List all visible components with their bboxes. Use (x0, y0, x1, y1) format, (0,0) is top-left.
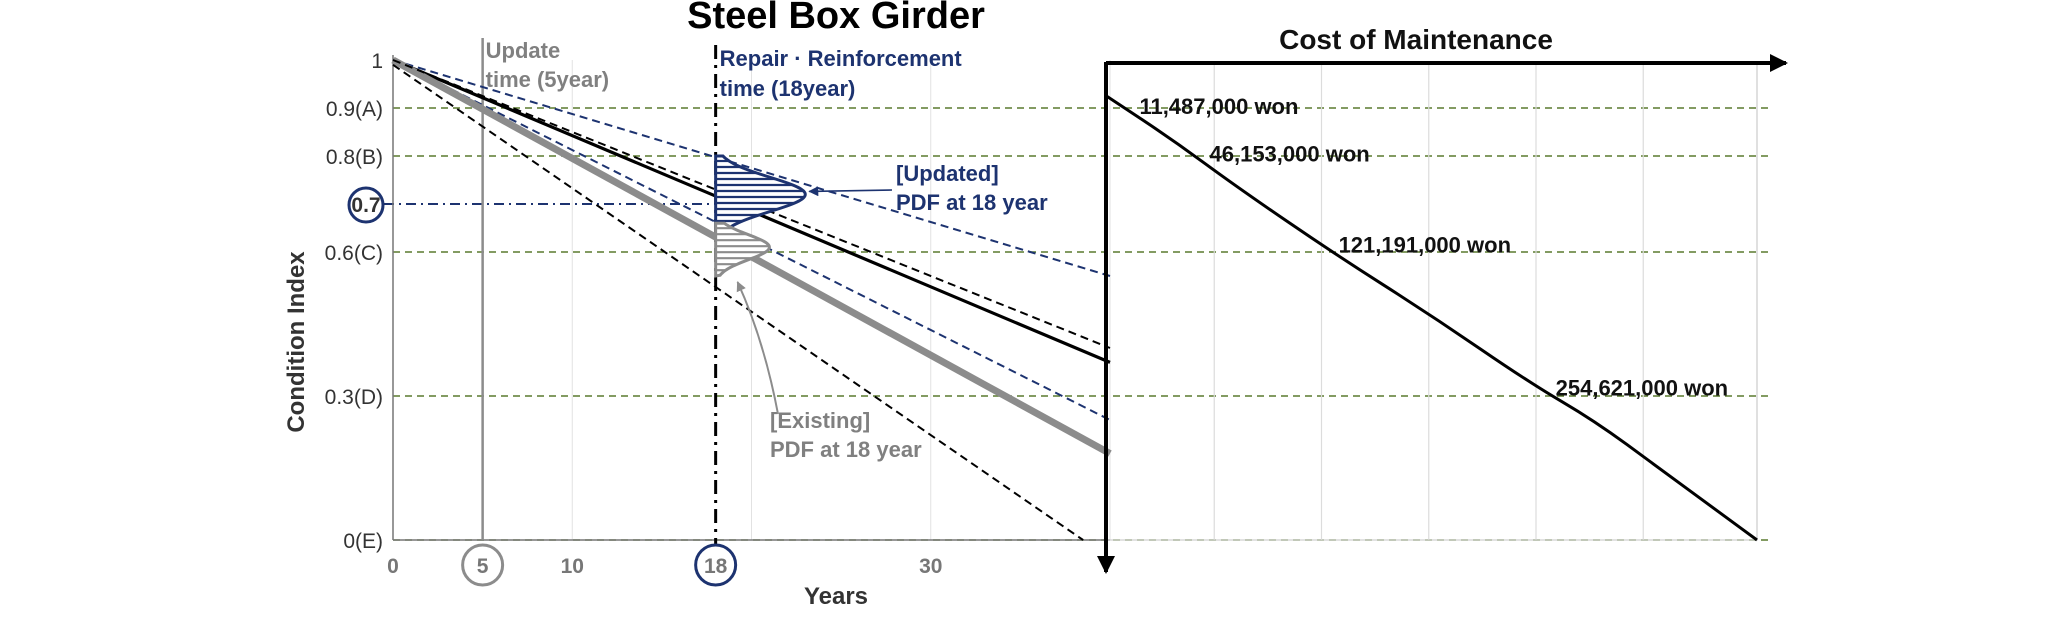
existing-pdf-label: [Existing] (770, 408, 870, 433)
existing-pdf-arrow (736, 281, 779, 415)
cost-value-label: 121,191,000 won (1339, 232, 1511, 257)
cost-chart-title: Cost of Maintenance (1279, 24, 1553, 55)
updated-pdf-label: [Updated] (896, 161, 999, 186)
y-tick-label: 0.6(C) (325, 242, 383, 265)
y-tick-circle (347, 186, 385, 224)
x-tick-label: 5 (477, 555, 489, 578)
x-tick-circle (461, 543, 505, 587)
series-line-existing_band_upper (392, 59, 1111, 349)
x-tick-label: 18 (704, 555, 728, 578)
updated-pdf-label: PDF at 18 year (896, 190, 1048, 215)
cost-value-label: 254,621,000 won (1556, 375, 1728, 400)
repair-time-label: Repair · Reinforcement (720, 46, 963, 71)
updated-pdf-arrow (808, 186, 893, 197)
cost-value-label: 46,153,000 won (1210, 142, 1370, 167)
x-axis-title: Years (804, 583, 868, 610)
pdf-outline (714, 221, 771, 278)
x-tick-label: 30 (919, 555, 942, 578)
existing-pdf-label: PDF at 18 year (770, 437, 922, 462)
y-tick-label: 0.9(A) (326, 98, 383, 121)
y-tick-label: 0.7 (351, 194, 380, 217)
update-time-label: time (5year) (486, 67, 610, 92)
cost-curve (1106, 95, 1758, 542)
series-line-updated_band_lower (392, 59, 1111, 421)
pdf-updated (714, 154, 807, 230)
series-line-existing_band_lower (392, 63, 1084, 541)
pdf-existing (714, 221, 771, 278)
y-tick-label: 0(E) (343, 530, 383, 553)
chart-title: Steel Box Girder (687, 0, 985, 37)
x-tick-label: 10 (561, 555, 584, 578)
repair-time-label: time (18year) (720, 76, 856, 101)
y-tick-label: 1 (371, 50, 383, 73)
cost-value-label: 11,487,000 won (1139, 94, 1298, 119)
y-axis-title: Condition Index (283, 251, 310, 433)
update-time-label: Update (486, 38, 561, 63)
x-tick-circle (694, 543, 738, 587)
y-tick-label: 0.8(B) (326, 146, 383, 169)
x-tick-label: 0 (387, 555, 399, 578)
series-line-updated_band_upper (392, 59, 1111, 277)
y-tick-label: 0.3(D) (325, 386, 383, 409)
